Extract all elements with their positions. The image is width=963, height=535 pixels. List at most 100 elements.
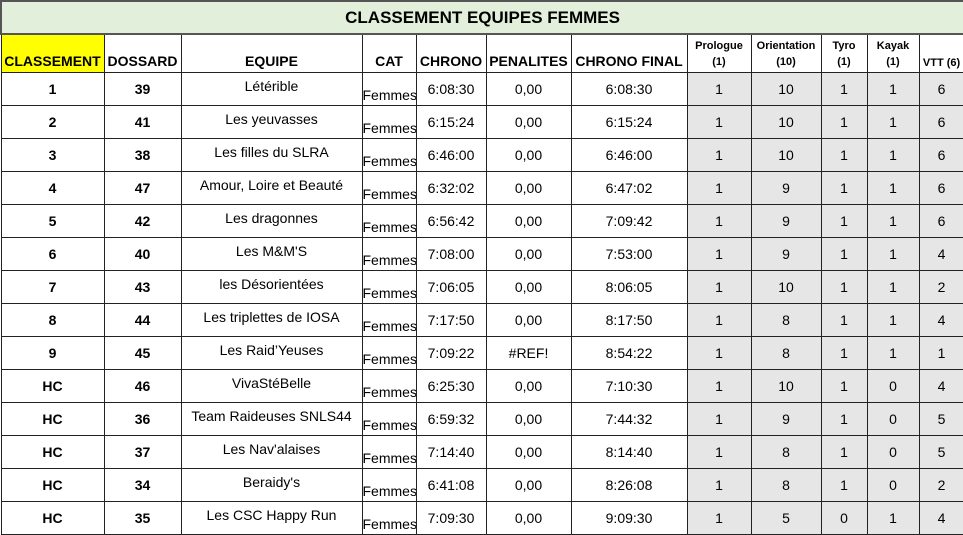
cell-chrono-final: 7:53:00	[570, 237, 688, 271]
cell-penalites: 0,00	[485, 270, 572, 304]
cell-prologue: 1	[686, 72, 752, 106]
cell-penalites: 0,00	[485, 105, 572, 139]
cell-penalites: 0,00	[485, 303, 572, 337]
header-vtt: VTT (6)	[918, 33, 963, 73]
cell-equipe: Amour, Loire et Beauté	[180, 171, 363, 205]
cell-penalites: 0,00	[485, 204, 572, 238]
cell-classement: 7	[0, 270, 105, 304]
cell-vtt: 6	[918, 171, 963, 205]
cell-cat: Femmes	[361, 468, 417, 502]
cell-dossard: 43	[103, 270, 182, 304]
cell-vtt: 4	[918, 369, 963, 403]
cell-chrono-final: 8:14:40	[570, 435, 688, 469]
cell-chrono: 6:46:00	[415, 138, 487, 172]
cell-vtt: 5	[918, 402, 963, 436]
cell-equipe: Létérible	[180, 72, 363, 106]
cell-vtt: 1	[918, 336, 963, 370]
cell-vtt: 2	[918, 468, 963, 502]
cell-chrono-final: 7:44:32	[570, 402, 688, 436]
cell-prologue: 1	[686, 138, 752, 172]
cell-equipe: Les yeuvasses	[180, 105, 363, 139]
cell-penalites: 0,00	[485, 138, 572, 172]
cell-penalites: 0,00	[485, 72, 572, 106]
cell-dossard: 47	[103, 171, 182, 205]
header-prologue: Prologue (1)	[686, 33, 752, 73]
cell-equipe: Les triplettes de IOSA	[180, 303, 363, 337]
cell-cat: Femmes	[361, 138, 417, 172]
table-row: HC 46 VivaStéBelle Femmes 6:25:30 0,00 7:10:30…	[0, 369, 963, 403]
cell-orientation: 10	[750, 72, 822, 106]
cell-dossard: 39	[103, 72, 182, 106]
cell-equipe: les Désorientées	[180, 270, 363, 304]
cell-prologue: 1	[686, 435, 752, 469]
cell-orientation: 9	[750, 237, 822, 271]
cell-kayak: 0	[866, 402, 920, 436]
cell-prologue: 1	[686, 105, 752, 139]
cell-classement: HC	[0, 501, 105, 535]
cell-dossard: 34	[103, 468, 182, 502]
cell-dossard: 45	[103, 336, 182, 370]
cell-classement: HC	[0, 402, 105, 436]
cell-cat: Femmes	[361, 435, 417, 469]
cell-cat: Femmes	[361, 171, 417, 205]
cell-chrono: 6:15:24	[415, 105, 487, 139]
cell-kayak: 1	[866, 336, 920, 370]
table-row: 2 41 Les yeuvasses Femmes 6:15:24 0,00 6:15:24…	[0, 105, 963, 139]
cell-chrono: 7:06:05	[415, 270, 487, 304]
cell-prologue: 1	[686, 204, 752, 238]
cell-kayak: 0	[866, 435, 920, 469]
cell-classement: 2	[0, 105, 105, 139]
cell-kayak: 1	[866, 303, 920, 337]
cell-tyro: 1	[820, 204, 868, 238]
cell-chrono: 6:25:30	[415, 369, 487, 403]
cell-cat: Femmes	[361, 237, 417, 271]
cell-tyro: 1	[820, 138, 868, 172]
cell-penalites: 0,00	[485, 237, 572, 271]
table-row: 4 47 Amour, Loire et Beauté Femmes 6:32:02 0,…	[0, 171, 963, 205]
header-kayak-max: (1)	[886, 55, 900, 68]
cell-tyro: 1	[820, 336, 868, 370]
cell-equipe: Les dragonnes	[180, 204, 363, 238]
cell-chrono-final: 8:26:08	[570, 468, 688, 502]
table-row: 5 42 Les dragonnes Femmes 6:56:42 0,00 7:09:42…	[0, 204, 963, 238]
cell-kayak: 1	[866, 501, 920, 535]
cell-cat: Femmes	[361, 369, 417, 403]
cell-chrono: 7:09:22	[415, 336, 487, 370]
cell-orientation: 9	[750, 402, 822, 436]
table-row: HC 37 Les Nav'alaises Femmes 7:14:40 0,00 8:14…	[0, 435, 963, 469]
cell-chrono-final: 6:47:02	[570, 171, 688, 205]
cell-orientation: 9	[750, 171, 822, 205]
cell-tyro: 1	[820, 402, 868, 436]
cell-vtt: 6	[918, 204, 963, 238]
cell-dossard: 36	[103, 402, 182, 436]
cell-prologue: 1	[686, 336, 752, 370]
table-row: HC 35 Les CSC Happy Run Femmes 7:09:30 0,00 9:…	[0, 501, 963, 535]
cell-penalites: #REF!	[485, 336, 572, 370]
cell-classement: 6	[0, 237, 105, 271]
cell-tyro: 0	[820, 501, 868, 535]
cell-kayak: 1	[866, 171, 920, 205]
header-kayak: Kayak (1)	[866, 33, 920, 73]
cell-cat: Femmes	[361, 501, 417, 535]
cell-kayak: 1	[866, 138, 920, 172]
table-row: 7 43 les Désorientées Femmes 7:06:05 0,00 8:06…	[0, 270, 963, 304]
cell-penalites: 0,00	[485, 171, 572, 205]
header-chrono: CHRONO	[415, 33, 487, 73]
cell-equipe: Les M&M'S	[180, 237, 363, 271]
cell-dossard: 44	[103, 303, 182, 337]
cell-chrono: 6:59:32	[415, 402, 487, 436]
cell-equipe: VivaStéBelle	[180, 369, 363, 403]
table-row: 8 44 Les triplettes de IOSA Femmes 7:17:50 0,…	[0, 303, 963, 337]
cell-chrono-final: 8:54:22	[570, 336, 688, 370]
cell-cat: Femmes	[361, 105, 417, 139]
cell-equipe: Team Raideuses SNLS44	[180, 402, 363, 436]
cell-chrono-final: 6:46:00	[570, 138, 688, 172]
header-orientation-label: Orientation	[756, 39, 816, 52]
cell-orientation: 10	[750, 105, 822, 139]
header-chrono-final: CHRONO FINAL	[570, 33, 688, 73]
cell-cat: Femmes	[361, 204, 417, 238]
cell-kayak: 1	[866, 237, 920, 271]
cell-orientation: 5	[750, 501, 822, 535]
cell-classement: 3	[0, 138, 105, 172]
cell-tyro: 1	[820, 105, 868, 139]
